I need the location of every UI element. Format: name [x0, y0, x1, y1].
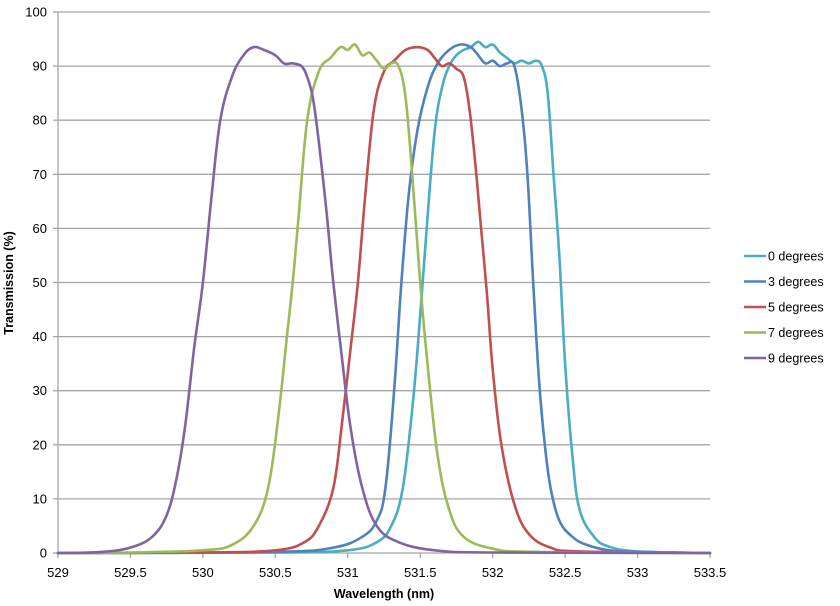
- x-tick-label: 532.5: [549, 565, 582, 580]
- y-tick-label: 40: [33, 329, 47, 344]
- x-tick-label: 530: [192, 565, 214, 580]
- y-tick-label: 70: [33, 167, 47, 182]
- x-tick-label: 529: [47, 565, 69, 580]
- x-tick-label: 531.5: [404, 565, 437, 580]
- legend-item-9-degrees: 9 degrees: [744, 352, 824, 366]
- x-tick-label: 533.5: [694, 565, 727, 580]
- x-axis-tick-labels: 529 529.5 530 530.5 531 531.5 532 532.5 533 533.5: [47, 565, 726, 580]
- axes: [53, 11, 711, 558]
- plot-series: [56, 40, 712, 555]
- gridlines: [58, 11, 710, 500]
- legend-item-5-degrees: 5 degrees: [744, 301, 824, 315]
- x-tick-label: 532: [482, 565, 504, 580]
- legend-item-7-degrees: 7 degrees: [744, 326, 824, 340]
- y-tick-label: 0: [40, 546, 47, 561]
- series-line-9-degrees: [56, 45, 712, 555]
- y-tick-label: 10: [33, 491, 47, 506]
- y-axis-tick-labels: 0 10 20 30 40 50 60 70 80 90 100: [25, 5, 47, 561]
- y-tick-label: 50: [33, 275, 47, 290]
- x-tick-label: 530.5: [259, 565, 292, 580]
- y-axis-title: Transmission (%): [2, 231, 16, 335]
- x-axis-title: Wavelength (nm): [334, 587, 434, 601]
- y-tick-label: 60: [33, 221, 47, 236]
- legend-label: 5 degrees: [768, 301, 824, 315]
- series-line-0-degrees: [56, 40, 712, 555]
- legend-label: 0 degrees: [768, 250, 824, 264]
- legend-label: 3 degrees: [768, 275, 824, 289]
- x-tick-label: 531: [337, 565, 359, 580]
- y-tick-label: 90: [33, 59, 47, 74]
- legend-label: 7 degrees: [768, 326, 824, 340]
- series-line-7-degrees: [56, 43, 712, 555]
- legend: 0 degrees 3 degrees 5 degrees 7 degrees 9 de…: [744, 250, 824, 366]
- legend-item-3-degrees: 3 degrees: [744, 275, 824, 289]
- y-tick-label: 20: [33, 437, 47, 452]
- legend-item-0-degrees: 0 degrees: [744, 250, 824, 264]
- y-tick-label: 100: [25, 5, 47, 20]
- x-tick-label: 533: [627, 565, 649, 580]
- legend-label: 9 degrees: [768, 352, 824, 366]
- x-tick-label: 529.5: [114, 565, 147, 580]
- series-line-5-degrees: [56, 45, 712, 555]
- y-tick-label: 80: [33, 113, 47, 128]
- series-line-3-degrees: [56, 43, 712, 555]
- y-tick-label: 30: [33, 383, 47, 398]
